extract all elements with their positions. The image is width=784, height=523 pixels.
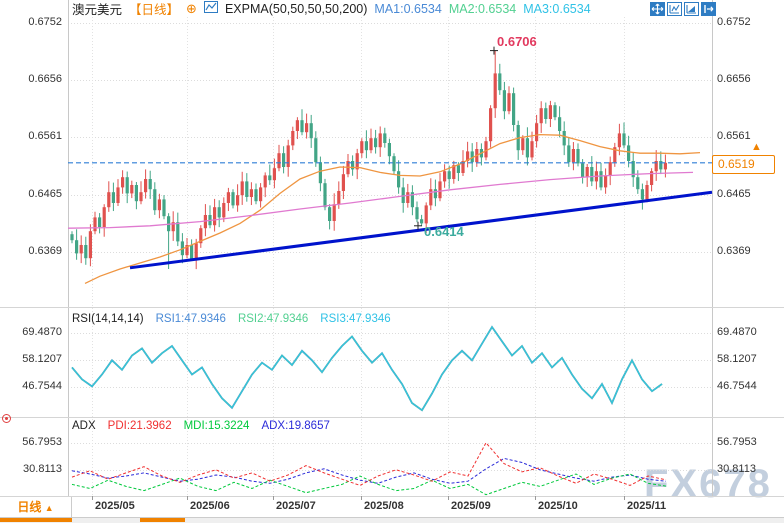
rsi-y-label-right: 46.7544	[717, 380, 757, 392]
rsi1-value: RSI1:47.9346	[155, 313, 226, 325]
y-label-right: 0.6369	[717, 245, 751, 257]
rsi-y-label-left: 46.7544	[22, 380, 62, 392]
move-crosshair-icon[interactable]	[650, 2, 665, 16]
trough-price-annotation: 0.6414	[424, 224, 464, 239]
pdi-value: PDI:21.3962	[107, 420, 172, 432]
rsi-y-label-right: 69.4870	[717, 326, 757, 338]
rsi2-value: RSI2:47.9346	[237, 313, 309, 325]
price-up-arrow: ▲	[751, 141, 762, 153]
indicator-name: EXPMA(50,50,50,50,200)	[224, 1, 368, 16]
x-label: 2025/06	[190, 500, 230, 512]
y-label-left: 0.6656	[28, 73, 62, 85]
annotation-markers	[414, 46, 498, 230]
adx-lines-layer	[71, 441, 667, 496]
rsi-y-label-left: 58.1207	[22, 353, 62, 365]
adx-value: ADX:19.8657	[261, 420, 330, 432]
symbol-name: 澳元美元	[72, 3, 123, 17]
watermark: FX678	[644, 462, 772, 506]
rsi-lines-layer	[71, 325, 663, 412]
ma2-value: MA2:0.6534	[448, 1, 517, 16]
x-label: 2025/10	[538, 500, 578, 512]
current-price-tag[interactable]: 0.6519	[712, 155, 775, 174]
ma-lines-layer	[67, 133, 701, 284]
y-label-left: 0.6752	[28, 16, 62, 28]
tab-daily-label: 日线	[17, 500, 42, 514]
pan-right-icon[interactable]	[701, 2, 716, 16]
chart-header: 澳元美元 【日线】 ⊕ EXPMA(50,50,50,50,200) MA1:0…	[72, 0, 591, 18]
x-label: 2025/05	[95, 500, 135, 512]
y-label-left: 0.6561	[28, 130, 62, 142]
tab-daily[interactable]: 日线 ▲	[0, 497, 72, 517]
adx-y-label-right: 56.7953	[717, 436, 757, 448]
y-label-right: 0.6561	[717, 130, 751, 142]
trendline-layer[interactable]	[129, 190, 713, 270]
adx-title: ADX	[72, 420, 96, 432]
period-label[interactable]: 【日线】	[129, 3, 180, 17]
y-label-left: 0.6369	[28, 245, 62, 257]
candlestick-layer	[70, 50, 667, 270]
rsi-y-label-left: 69.4870	[22, 326, 62, 338]
scrollbar-track[interactable]	[0, 517, 784, 523]
scrollbar-thumb[interactable]	[140, 518, 185, 522]
adx-y-label-left: 56.7953	[22, 436, 62, 448]
add-compare-icon[interactable]: ⊕	[186, 0, 197, 16]
mdi-value: MDI:15.3224	[183, 420, 250, 432]
rsi-header: RSI(14,14,14) RSI1:47.9346 RSI2:47.9346 …	[72, 313, 391, 325]
adx-y-label-left: 30.8113	[23, 463, 62, 475]
chart-toolbar	[650, 2, 716, 16]
tab-arrow-icon: ▲	[44, 503, 54, 513]
x-label: 2025/08	[364, 500, 404, 512]
x-label: 2025/11	[627, 500, 667, 512]
x-label: 2025/07	[276, 500, 316, 512]
rsi3-value: RSI3:47.9346	[320, 313, 391, 325]
peak-price-annotation: 0.6706	[497, 34, 537, 49]
ma1-value: MA1:0.6534	[374, 1, 442, 16]
adx-header: ADX PDI:21.3962 MDI:15.3224 ADX:19.8657	[72, 420, 330, 432]
y-label-right: 0.6465	[717, 188, 751, 200]
y-label-left: 0.6465	[28, 188, 62, 200]
adx-y-label-right: 30.8113	[717, 463, 756, 475]
indicator-chart-icon[interactable]	[203, 1, 218, 16]
rsi-title: RSI(14,14,14)	[72, 313, 144, 325]
rsi-y-label-right: 58.1207	[717, 353, 757, 365]
panel-borders	[0, 0, 784, 500]
active-tab-underline	[0, 518, 72, 522]
ma3-value: MA3:0.6534	[523, 1, 591, 16]
indicator-window-icon[interactable]	[2, 414, 11, 423]
x-label: 2025/09	[451, 500, 491, 512]
measure-range-icon[interactable]	[667, 2, 682, 16]
chart-type-icon[interactable]	[684, 2, 699, 16]
y-label-right: 0.6656	[717, 73, 751, 85]
grid-lines	[68, 17, 712, 496]
y-label-right: 0.6752	[717, 16, 751, 28]
